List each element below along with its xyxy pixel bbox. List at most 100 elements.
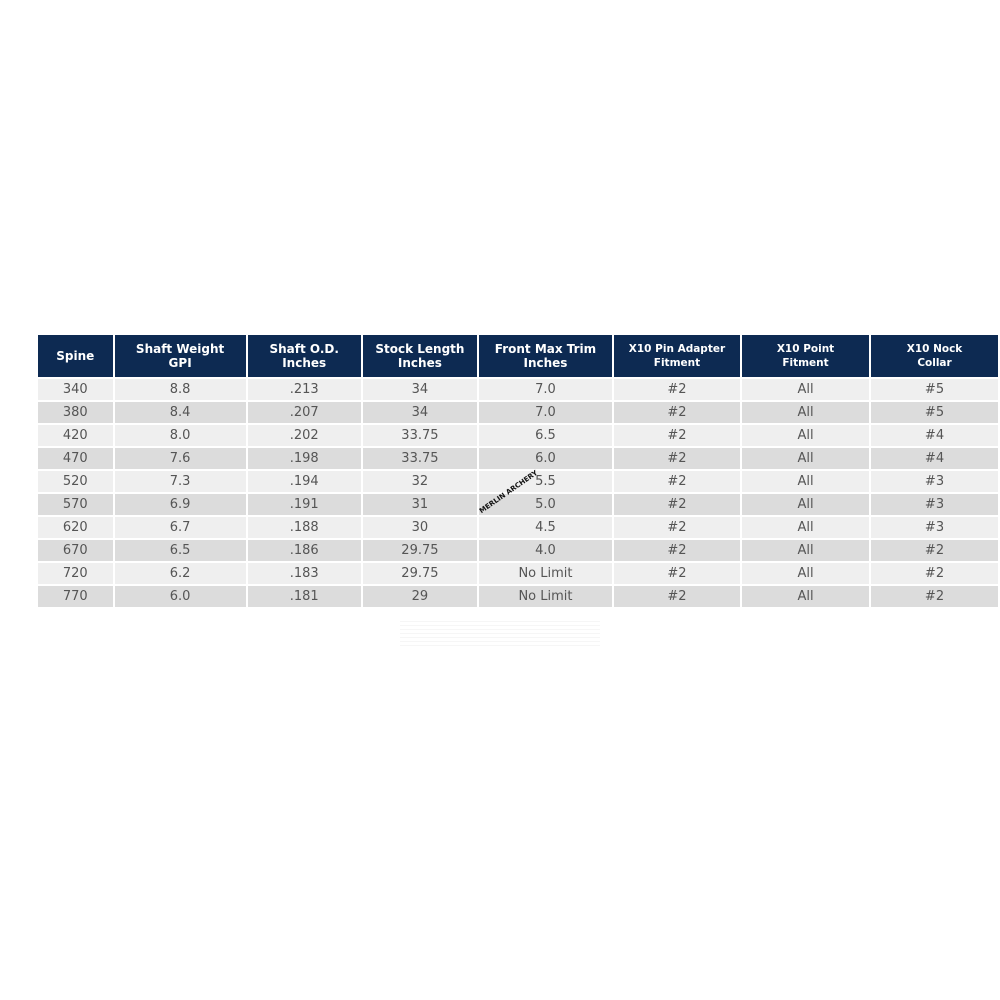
table-cell: #5 — [871, 402, 998, 425]
column-header-line: X10 Nock — [906, 343, 963, 355]
table-cell: .213 — [247, 379, 361, 402]
table-cell: 6.7 — [114, 517, 246, 540]
column-header-line: Fitment — [782, 357, 829, 369]
table-cell: 670 — [38, 540, 113, 563]
table-cell: No Limit — [479, 586, 612, 609]
table-row: 670 6.5.186 29.75 4.0 #2 All #2 — [38, 540, 998, 563]
column-header-line: Inches — [282, 356, 327, 370]
table-row: 570 6.9.191 31 5.0 #2 All #3 — [38, 494, 998, 517]
table-cell: All — [742, 402, 870, 425]
table-cell: 380 — [38, 402, 113, 425]
table-cell: 7.6 — [114, 448, 246, 471]
column-header: Stock Length Inches — [362, 335, 478, 379]
table-cell: .186 — [247, 540, 361, 563]
column-header-line: GPI — [168, 356, 192, 370]
table-cell: 8.8 — [114, 379, 246, 402]
table-cell: .181 — [247, 586, 361, 609]
table-cell: All — [742, 448, 870, 471]
table-cell: 6.2 — [114, 563, 246, 586]
table-cell: 33.75 — [362, 448, 478, 471]
table-cell: 7.0 — [479, 379, 612, 402]
table-cell: #2 — [613, 379, 740, 402]
faded-strip — [400, 618, 600, 646]
table-row: 520 7.3.194 32 5.5 #2 All #3 — [38, 471, 998, 494]
table-cell: .188 — [247, 517, 361, 540]
table-cell: 6.0 — [114, 586, 246, 609]
table-cell: 4.0 — [479, 540, 612, 563]
table-cell: 620 — [38, 517, 113, 540]
table-cell: #2 — [613, 471, 740, 494]
table-cell: All — [742, 425, 870, 448]
table-cell: #5 — [871, 379, 998, 402]
table-cell: All — [742, 563, 870, 586]
table-row: 470 7.6.198 33.75 6.0 #2 All #4 — [38, 448, 998, 471]
table-cell: #3 — [871, 471, 998, 494]
table-cell: .198 — [247, 448, 361, 471]
table-cell: #2 — [613, 517, 740, 540]
table-cell: 720 — [38, 563, 113, 586]
table-cell: All — [742, 540, 870, 563]
column-header-line: Inches — [397, 356, 442, 370]
table-cell: .183 — [247, 563, 361, 586]
column-header-line: Shaft O.D. — [269, 342, 339, 356]
table-cell: #2 — [613, 563, 740, 586]
table-cell: #2 — [613, 494, 740, 517]
column-header: X10 Pin Adapter Fitment — [613, 335, 740, 379]
column-header: X10 Point Fitment — [742, 335, 870, 379]
column-header-line: Spine — [56, 349, 95, 363]
table-cell: #2 — [871, 540, 998, 563]
table-cell: #2 — [613, 425, 740, 448]
table-row: 720 6.2.183 29.75 No Limit #2 All #2 — [38, 563, 998, 586]
table-cell: 30 — [362, 517, 478, 540]
column-header: Spine — [38, 335, 113, 379]
table-cell: 29.75 — [362, 563, 478, 586]
table-cell: 7.3 — [114, 471, 246, 494]
table-cell: 8.0 — [114, 425, 246, 448]
column-header-line: Fitment — [653, 357, 701, 369]
table-cell: All — [742, 379, 870, 402]
table-cell: All — [742, 471, 870, 494]
column-header-line: Inches — [523, 356, 568, 370]
table-row: 420 8.0.202 33.75 6.5 #2 All #4 — [38, 425, 998, 448]
column-header-line: Stock Length — [375, 342, 465, 356]
table-cell: 7.0 — [479, 402, 612, 425]
table-cell: 6.9 — [114, 494, 246, 517]
column-header-line: Front Max Trim — [494, 342, 597, 356]
table-row: 620 6.7.188 30 4.5 #2 All #3 — [38, 517, 998, 540]
table-cell: #3 — [871, 517, 998, 540]
table-cell: 470 — [38, 448, 113, 471]
table-cell: 770 — [38, 586, 113, 609]
table-cell: 29.75 — [362, 540, 478, 563]
table-cell: #2 — [613, 448, 740, 471]
table-cell: 32 — [362, 471, 478, 494]
table-cell: .202 — [247, 425, 361, 448]
column-header-line: X10 Pin Adapter — [628, 343, 726, 355]
table-cell: #2 — [871, 586, 998, 609]
table-cell: #4 — [871, 425, 998, 448]
table-row: 380 8.4.207 34 7.0 #2 All #5 — [38, 402, 998, 425]
table-cell: 34 — [362, 379, 478, 402]
table-cell: .207 — [247, 402, 361, 425]
table-cell: .194 — [247, 471, 361, 494]
table-cell: All — [742, 494, 870, 517]
table-cell: #2 — [613, 586, 740, 609]
table-cell: #2 — [613, 540, 740, 563]
table-cell: 6.5 — [114, 540, 246, 563]
table-cell: 420 — [38, 425, 113, 448]
table-cell: All — [742, 517, 870, 540]
column-header-line: X10 Point — [776, 343, 835, 355]
table-cell: 33.75 — [362, 425, 478, 448]
table-cell: 5.0 — [479, 494, 612, 517]
table-cell: #3 — [871, 494, 998, 517]
column-header: X10 Nock Collar — [871, 335, 998, 379]
table-cell: #4 — [871, 448, 998, 471]
column-header: Front Max Trim Inches — [479, 335, 612, 379]
table-cell: #2 — [871, 563, 998, 586]
table-cell: 31 — [362, 494, 478, 517]
table-row: 770 6.0.181 29 No Limit #2 All #2 — [38, 586, 998, 609]
table-cell: 340 — [38, 379, 113, 402]
table-cell: #2 — [613, 402, 740, 425]
column-header: Shaft O.D. Inches — [247, 335, 361, 379]
table-cell: 8.4 — [114, 402, 246, 425]
table-cell: 6.5 — [479, 425, 612, 448]
